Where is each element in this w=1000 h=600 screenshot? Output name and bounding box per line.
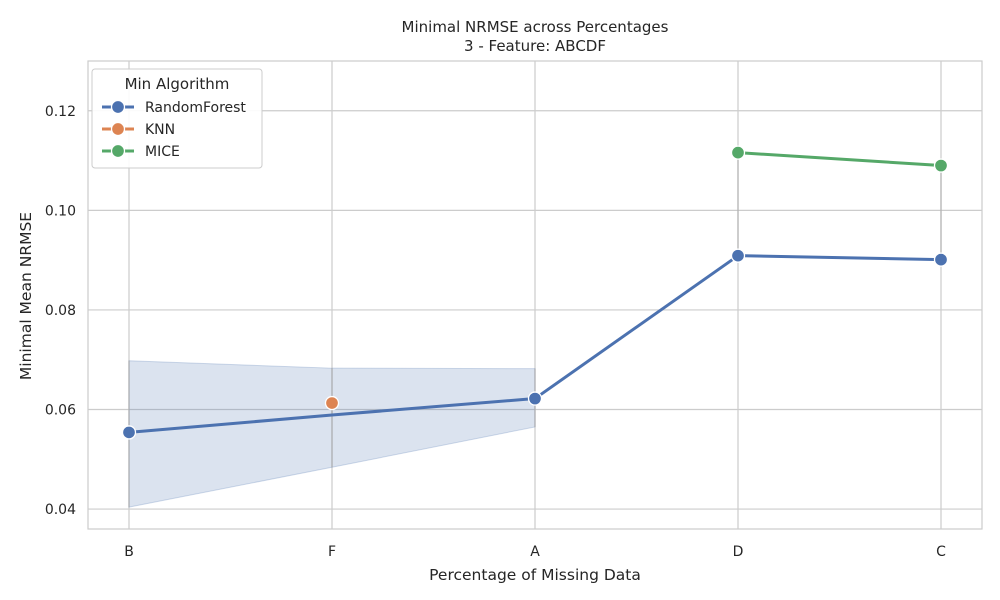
legend-label: RandomForest	[145, 100, 246, 116]
legend-title: Min Algorithm	[125, 75, 230, 93]
plot-frame	[87, 60, 983, 530]
x-tick-label: D	[733, 544, 744, 560]
data-point	[121, 425, 137, 440]
data-point	[527, 391, 543, 406]
legend-marker	[110, 99, 126, 115]
y-tick-label: 0.12	[45, 104, 76, 120]
legend-entries: RandomForest KNN MICE	[102, 99, 246, 160]
x-axis-label: Percentage of Missing Data	[429, 566, 641, 584]
y-axis-label: Minimal Mean NRMSE	[17, 212, 35, 380]
series-line	[736, 151, 943, 168]
data-point	[730, 248, 746, 263]
x-tick-label: F	[328, 544, 336, 560]
legend-marker	[110, 121, 126, 137]
data-point	[933, 158, 949, 173]
legend-label: KNN	[145, 122, 175, 138]
y-tick-label: 0.04	[45, 502, 76, 518]
x-tick-label: C	[936, 544, 946, 560]
x-tick-label: A	[530, 544, 540, 560]
y-tick-label: 0.10	[45, 203, 76, 219]
y-tick-label: 0.06	[45, 403, 76, 419]
legend-marker	[110, 143, 126, 159]
y-tick-label: 0.08	[45, 303, 76, 319]
chart-title: Minimal NRMSE across Percentages	[402, 18, 669, 36]
data-point	[324, 395, 340, 411]
y-tick-labels: 0.04 0.06 0.08 0.10 0.12	[45, 104, 76, 518]
series-markers	[121, 145, 949, 440]
data-point	[933, 252, 949, 267]
legend-label: MICE	[145, 144, 180, 160]
legend-frame	[91, 68, 263, 169]
data-point	[730, 145, 746, 160]
chart-subtitle: 3 - Feature: ABCDF	[464, 37, 606, 55]
legend: Min Algorithm RandomForest KNN MICE	[91, 68, 263, 169]
x-tick-label: B	[124, 544, 134, 560]
